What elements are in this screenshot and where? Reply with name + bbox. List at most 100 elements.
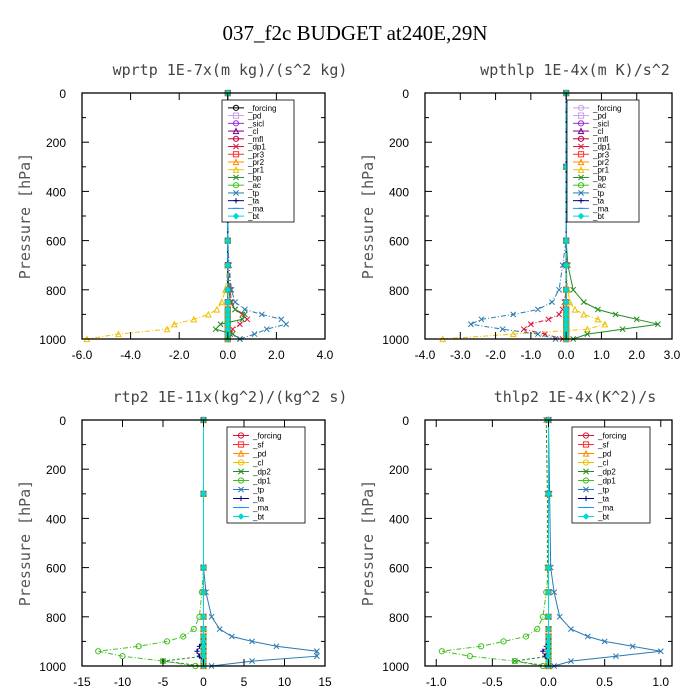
data-point	[273, 643, 280, 650]
y-tick-label: 0	[402, 87, 409, 101]
y-tick-label: 400	[46, 185, 66, 199]
y-tick-label: 1000	[382, 333, 409, 347]
data-point	[568, 626, 574, 633]
legend: _forcing_sf_pd_cl_dp2_dp1_tp_ta_ma_bt	[226, 426, 306, 524]
data-point	[562, 261, 570, 269]
data-point	[180, 633, 187, 640]
legend-marker	[232, 135, 240, 142]
data-point	[584, 633, 591, 640]
legend-marker	[578, 198, 584, 204]
data-point	[545, 564, 552, 571]
data-point	[204, 310, 212, 318]
legend-marker	[577, 158, 585, 166]
data-point	[251, 331, 258, 338]
data-point	[190, 626, 197, 633]
data-point	[236, 321, 243, 328]
legend-marker	[577, 112, 585, 119]
data-point	[200, 625, 207, 633]
data-point	[229, 326, 236, 333]
y-tick-label: 1000	[39, 333, 66, 347]
legend-marker	[237, 477, 245, 484]
legend-marker	[237, 441, 245, 448]
x-tick-label: 1.0	[652, 675, 669, 689]
data-point	[580, 310, 588, 318]
data-point	[216, 626, 223, 633]
y-tick-label: 0	[59, 87, 66, 101]
legend-marker	[237, 449, 245, 457]
data-point	[633, 316, 640, 323]
data-point	[619, 326, 626, 333]
data-point	[313, 653, 320, 660]
legend-marker	[237, 432, 245, 439]
data-point	[534, 626, 541, 633]
data-point	[200, 588, 207, 596]
x-tick-label: 0.0	[540, 675, 557, 689]
data-point	[208, 613, 215, 620]
legend-marker	[577, 135, 585, 142]
legend-marker	[232, 151, 240, 158]
data-point	[217, 321, 224, 328]
y-tick-label: 600	[46, 235, 66, 249]
x-tick-label: 2.0	[628, 348, 645, 362]
legend-marker	[582, 441, 590, 448]
y-tick-label: 800	[46, 611, 66, 625]
data-point	[583, 325, 591, 333]
data-point	[556, 286, 563, 293]
legend-entry: _cl	[597, 459, 608, 468]
legend-entry: _ac	[247, 181, 261, 190]
data-point	[562, 298, 570, 306]
y-tick-label: 200	[46, 136, 66, 150]
data-point	[562, 286, 570, 294]
data-point	[170, 320, 178, 328]
legend-entry: _ma	[252, 504, 269, 513]
x-tick-label: 0.5	[596, 675, 613, 689]
data-point	[228, 286, 235, 293]
x-tick-label: -0.5	[482, 675, 503, 689]
legend-marker	[583, 468, 589, 475]
data-point	[163, 638, 171, 645]
y-tick-label: 200	[46, 463, 66, 477]
legend-entry: _forcing	[252, 432, 281, 441]
legend-marker	[577, 127, 585, 135]
y-tick-label: 400	[46, 512, 66, 526]
legend-entry: _pd	[592, 112, 606, 121]
x-tick-label: 1.0	[593, 348, 610, 362]
x-tick-label: 0.0	[558, 348, 575, 362]
legend-marker	[577, 120, 585, 127]
legend-marker	[578, 174, 584, 181]
data-point	[580, 299, 587, 306]
legend-marker	[577, 212, 585, 220]
legend-entry: _forcing	[597, 432, 626, 441]
y-axis-label: Pressure [hPa]	[359, 480, 377, 606]
legend-entry: _pr3	[592, 150, 610, 159]
legend-entry: _ta	[247, 197, 260, 206]
data-point	[249, 658, 256, 665]
legend-entry: _tp	[592, 189, 605, 198]
data-point	[534, 331, 541, 338]
data-point	[594, 306, 601, 313]
data-point	[258, 311, 265, 318]
y-tick-label: 200	[389, 136, 409, 150]
y-tick-label: 200	[389, 463, 409, 477]
legend-entry: _dp1	[592, 143, 611, 152]
legend-marker	[232, 112, 240, 119]
data-point	[213, 305, 221, 313]
data-point	[654, 321, 661, 328]
y-tick-label: 400	[389, 512, 409, 526]
data-point	[466, 653, 474, 660]
series-line-dp1	[441, 420, 549, 667]
figure-title: 037_f2c BUDGET at240E,29N	[223, 21, 488, 45]
legend-entry: _dp1	[247, 143, 266, 152]
data-point	[313, 648, 320, 655]
data-point	[239, 316, 246, 323]
chart-panel-4: thlp2 1E-4x(K^2)/s Pressure [hPa] 0 200 400 6…	[359, 388, 673, 689]
legend-entry: _mfl	[247, 135, 263, 144]
data-point	[278, 316, 285, 323]
y-tick-label: 600	[389, 562, 409, 576]
legend-marker	[577, 182, 585, 189]
legend-marker	[582, 459, 590, 466]
legend-entry: _ac	[592, 181, 606, 190]
data-point	[549, 299, 555, 306]
x-tick-label: -2.0	[485, 348, 506, 362]
legend-marker	[583, 495, 589, 502]
